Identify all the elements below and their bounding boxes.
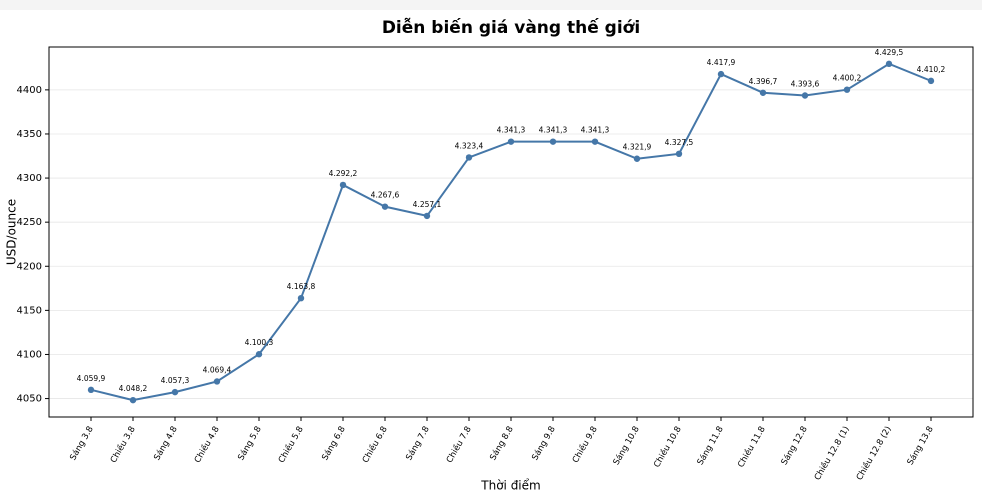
point: [381, 203, 389, 210]
data-label: 4.323,4: [455, 141, 484, 150]
x-tick-label: Sáng 10.8: [612, 425, 642, 467]
data-label: 4.341,3: [497, 126, 526, 135]
data-label: 4.417,9: [707, 58, 736, 67]
line: [90, 62, 932, 402]
top-strip: [0, 0, 982, 10]
x-tick-label: Sáng 8.8: [488, 425, 515, 463]
point: [339, 181, 347, 189]
y-axis-label: USD/ounce: [5, 199, 19, 265]
x-tick-label: Chiều 11.8: [735, 424, 767, 469]
data-label: 4.410,2: [917, 65, 946, 74]
x-tick-label: Sáng 12.8: [780, 425, 810, 467]
data-label: 4.057,3: [161, 376, 190, 385]
y-tick-label: 4300: [17, 173, 42, 184]
data-label: 4.100,3: [245, 338, 274, 347]
point: [591, 138, 599, 145]
x-tick-label: Sáng 3.8: [68, 425, 95, 463]
x-axis-label: Thời điểm: [480, 479, 540, 493]
x-tick-label: Sáng 11.8: [696, 425, 726, 467]
x-tick-label: Sáng 4.8: [152, 425, 179, 463]
x-tick-label: Chiều 9.8: [570, 424, 600, 465]
point: [507, 138, 515, 145]
data-label: 4.048,2: [119, 384, 148, 393]
data-label: 4.429,5: [875, 48, 904, 57]
x-tick-label: Chiều 4.8: [192, 424, 222, 465]
point: [633, 155, 641, 162]
x-tick-label: Chiều 12.8 (1): [812, 424, 852, 482]
point: [927, 77, 935, 85]
point: [171, 388, 179, 396]
y-tick-label: 4150: [17, 305, 42, 316]
point: [717, 70, 725, 78]
plot-frame: [48, 46, 974, 418]
point: [549, 138, 557, 145]
point: [87, 386, 95, 394]
data-label: 4.069,4: [203, 365, 232, 374]
x-tick-label: Chiều 6.8: [360, 424, 390, 465]
x-tick-label: Chiều 10.8: [651, 424, 683, 469]
x-tick-label: Sáng 13.8: [906, 425, 936, 467]
x-tick-label: Chiều 5.8: [276, 424, 306, 465]
point: [213, 378, 221, 385]
data-label: 4.267,6: [371, 191, 400, 200]
y-tick-label: 4250: [17, 217, 42, 228]
data-label: 4.400,2: [833, 74, 862, 83]
point: [465, 154, 473, 161]
y-tick-label: 4050: [17, 394, 42, 405]
data-label: 4.327,5: [665, 138, 694, 147]
x-tick-label: Sáng 6.8: [320, 425, 347, 463]
point: [423, 212, 431, 220]
y-tick-label: 4200: [17, 261, 42, 272]
point: [129, 396, 137, 404]
data-label: 4.257,1: [413, 200, 442, 209]
point: [801, 92, 809, 99]
data-label: 4.396,7: [749, 77, 778, 86]
point: [759, 89, 767, 96]
y-tick-label: 4400: [17, 85, 42, 96]
data-label: 4.163,8: [287, 282, 316, 291]
point: [675, 150, 683, 158]
data-label: 4.393,6: [791, 80, 820, 89]
x-tick-label: Sáng 5.8: [236, 425, 263, 463]
chart-title: Diễn biến giá vàng thế giới: [382, 16, 640, 38]
point: [297, 294, 305, 302]
x-tick-label: Chiều 12.8 (2): [854, 424, 894, 482]
data-label: 4.341,3: [581, 126, 610, 135]
data-label: 4.341,3: [539, 126, 568, 135]
x-tick-label: Chiều 7.8: [444, 424, 474, 465]
point: [843, 86, 851, 93]
x-tick-label: Chiều 3.8: [108, 424, 138, 465]
x-tick-label: Sáng 7.8: [404, 425, 431, 463]
y-tick-label: 4350: [17, 129, 42, 140]
data-label: 4.292,2: [329, 169, 358, 178]
point: [885, 60, 893, 68]
point: [255, 351, 263, 358]
data-label: 4.321,9: [623, 143, 652, 152]
y-tick-label: 4100: [17, 349, 42, 360]
data-label: 4.059,9: [77, 374, 106, 383]
x-tick-label: Sáng 9.8: [530, 425, 557, 463]
